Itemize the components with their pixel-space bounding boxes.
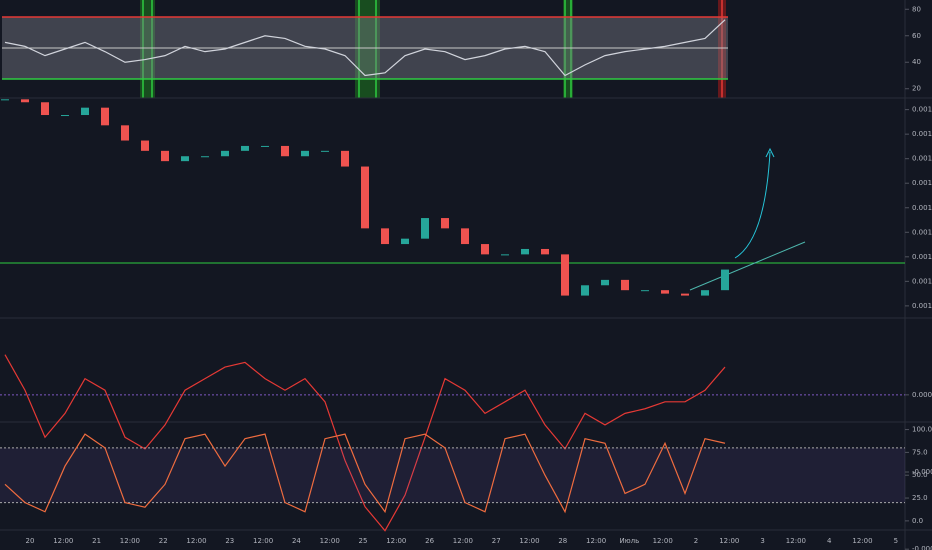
candle: [21, 99, 29, 103]
candle: [141, 140, 149, 151]
y-tick-label: 0.0012000: [912, 228, 932, 236]
y-tick-label: 0.0: [912, 517, 923, 525]
candle: [521, 248, 529, 255]
x-tick-label: 12:00: [53, 537, 73, 545]
y-tick-label: 0.0014500: [912, 106, 932, 114]
y-tick-label: -0.0000: [912, 545, 932, 550]
y-tick-label: 40: [912, 58, 921, 66]
candle: [281, 145, 289, 157]
candle: [161, 150, 169, 162]
x-tick-label: 12:00: [786, 537, 806, 545]
y-tick-label: 0.0010500: [912, 302, 932, 310]
candle: [641, 290, 649, 292]
y-tick-label: 0.0011000: [912, 277, 932, 285]
x-tick-label: 12:00: [852, 537, 872, 545]
candle: [181, 156, 189, 162]
candle: [101, 107, 109, 126]
y-tick-label: 0.0012500: [912, 204, 932, 212]
candle: [121, 125, 129, 141]
stoch-band: [0, 447, 905, 503]
y-tick-label: 0.0011500: [912, 253, 932, 261]
candle: [1, 99, 9, 101]
x-tick-label: 24: [292, 537, 301, 545]
x-tick-label: 12:00: [719, 537, 739, 545]
candle: [721, 269, 729, 291]
y-tick-label: 80: [912, 5, 921, 13]
candle: [401, 238, 409, 245]
candle: [661, 290, 669, 294]
trend-line: [689, 241, 806, 291]
candle: [621, 279, 629, 291]
candle: [601, 279, 609, 286]
x-tick-label: 5: [894, 537, 898, 545]
y-tick-label: 0.0000: [912, 391, 932, 399]
x-tick-label: 12:00: [586, 537, 606, 545]
x-tick-label: 12:00: [653, 537, 673, 545]
candle: [241, 145, 249, 151]
macd-line: [4, 354, 726, 532]
x-tick-label: 12:00: [386, 537, 406, 545]
candle: [261, 145, 269, 147]
y-tick-label: 60: [912, 32, 921, 40]
x-tick-label: 3: [760, 537, 764, 545]
arrow: [734, 151, 771, 259]
y-tick-label: 75.0: [912, 448, 928, 456]
x-tick-label: 12:00: [453, 537, 473, 545]
x-tick-label: 26: [425, 537, 434, 545]
rsi-line: [4, 19, 726, 77]
candle: [381, 228, 389, 245]
candle: [341, 150, 349, 167]
x-tick-label: 21: [92, 537, 101, 545]
candle: [541, 248, 549, 255]
x-tick-label: 27: [492, 537, 501, 545]
candle: [41, 102, 49, 116]
candle: [681, 293, 689, 296]
x-tick-label: 25: [359, 537, 368, 545]
y-tick-label: 100.0: [912, 426, 932, 434]
y-tick-label: 0.0013500: [912, 155, 932, 163]
x-tick-label: 4: [827, 537, 832, 545]
candle: [61, 115, 69, 117]
candle: [461, 228, 469, 245]
x-tick-label: 23: [225, 537, 234, 545]
y-tick-label: 0.0013000: [912, 179, 932, 187]
x-tick-label: 12:00: [320, 537, 340, 545]
x-tick-label: 12:00: [253, 537, 273, 545]
candle: [561, 254, 569, 296]
candle: [441, 218, 449, 229]
x-tick-label: Июль: [620, 537, 640, 545]
candle: [201, 156, 209, 158]
candle: [221, 150, 229, 157]
candle: [501, 254, 509, 256]
candle: [481, 244, 489, 255]
x-tick-label: 2: [694, 537, 698, 545]
x-tick-label: 28: [558, 537, 567, 545]
x-tick-label: 22: [159, 537, 168, 545]
candle: [701, 290, 709, 296]
candle: [321, 150, 329, 152]
candle: [581, 285, 589, 296]
signal-band: [563, 0, 573, 98]
candle: [301, 150, 309, 157]
stoch-line: [4, 433, 726, 514]
arrow-head: [765, 147, 775, 158]
candle: [81, 107, 89, 116]
x-tick-label: 12:00: [120, 537, 140, 545]
candle: [421, 218, 429, 239]
y-tick-label: 25.0: [912, 494, 928, 502]
y-tick-label: 50.0: [912, 471, 928, 479]
y-tick-label: 0.0014000: [912, 130, 932, 138]
x-tick-label: 20: [26, 537, 35, 545]
y-tick-label: 20: [912, 85, 921, 93]
y-tick-label: -0.0000: [912, 468, 932, 476]
candle: [361, 166, 369, 229]
x-tick-label: 12:00: [519, 537, 539, 545]
x-tick-label: 12:00: [186, 537, 206, 545]
